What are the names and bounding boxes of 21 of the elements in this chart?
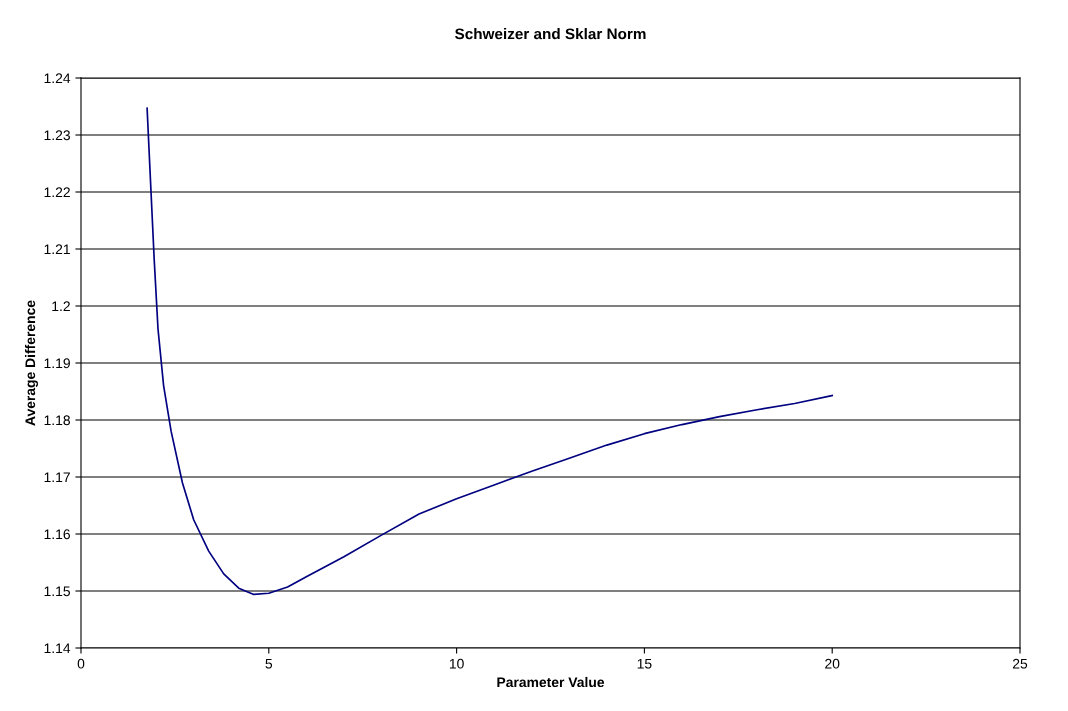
y-tick-label: 1.23 <box>44 130 70 141</box>
x-tick-label: 15 <box>637 658 652 669</box>
x-tick-label: 5 <box>265 658 273 669</box>
y-tick-label: 1.16 <box>44 529 70 540</box>
x-tick-label: 20 <box>825 658 840 669</box>
x-tick-label: 10 <box>449 658 464 669</box>
y-tick-label: 1.15 <box>44 586 70 597</box>
x-tick-label: 0 <box>77 658 85 669</box>
x-tick-label: 25 <box>1012 658 1028 669</box>
y-tick-label: 1.14 <box>44 643 71 654</box>
y-tick-label: 1.21 <box>44 244 70 255</box>
y-tick-label: 1.2 <box>52 301 70 312</box>
y-tick-label: 1.24 <box>44 73 71 84</box>
y-tick-label: 1.22 <box>44 187 70 198</box>
y-tick-label: 1.19 <box>44 358 70 369</box>
chart-title: Schweizer and Sklar Norm <box>455 28 646 40</box>
y-axis-title: Average Difference <box>24 300 38 426</box>
line-series <box>146 107 834 596</box>
x-axis-title: Parameter Value <box>497 676 605 688</box>
y-tick-label: 1.18 <box>44 415 70 426</box>
y-tick-label: 1.17 <box>44 472 70 483</box>
